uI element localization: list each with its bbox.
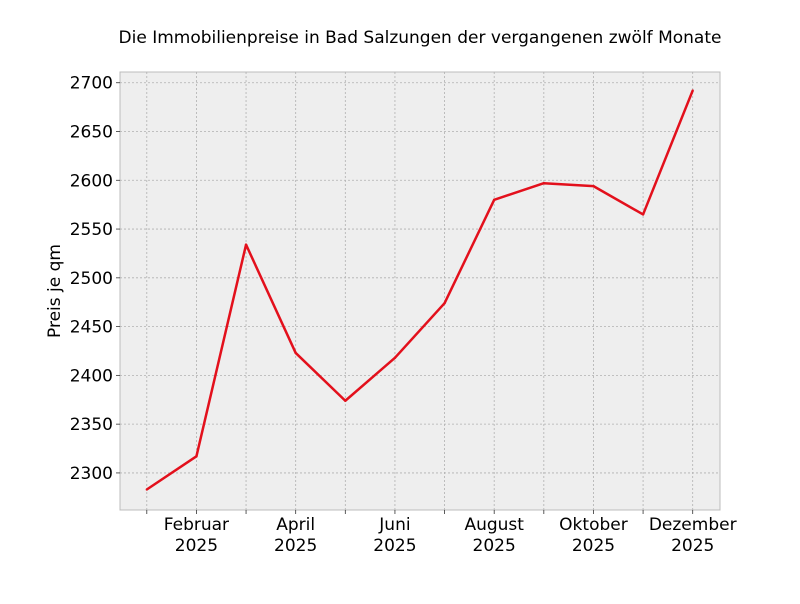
x-tick-label: April <box>276 515 315 535</box>
data-point <box>244 243 248 246</box>
y-tick-label: 2300 <box>70 464 113 484</box>
x-tick-label: Februar <box>164 515 229 535</box>
y-tick-label: 2400 <box>70 366 113 386</box>
x-tick-label-year: 2025 <box>473 536 516 556</box>
y-tick-label: 2350 <box>70 415 113 435</box>
chart-title: Die Immobilienpreise in Bad Salzungen de… <box>119 28 722 48</box>
x-tick-label: Dezember <box>649 515 737 535</box>
data-point <box>195 455 198 458</box>
x-tick-label: Juni <box>378 515 410 535</box>
x-tick-label: Oktober <box>559 515 628 535</box>
series-line <box>146 90 694 491</box>
data-point <box>592 184 595 188</box>
x-tick-label: August <box>464 515 524 535</box>
y-tick-label: 2700 <box>70 74 113 94</box>
data-point <box>145 488 148 491</box>
y-tick-label: 2600 <box>70 171 113 191</box>
x-tick-label-year: 2025 <box>671 536 714 556</box>
y-tick-label: 2500 <box>70 269 113 289</box>
data-point <box>492 198 496 201</box>
y-tick-label: 2450 <box>70 318 113 338</box>
x-tick-label-year: 2025 <box>572 536 615 556</box>
data-point <box>344 399 347 402</box>
data-point <box>641 213 645 216</box>
y-tick-label: 2650 <box>70 123 113 143</box>
y-tick-label: 2550 <box>70 220 113 240</box>
data-point <box>294 351 297 355</box>
data-point <box>691 89 694 92</box>
x-tick-label-year: 2025 <box>175 536 218 556</box>
data-point <box>393 356 397 360</box>
data-point <box>542 182 546 185</box>
data-point <box>443 301 446 305</box>
y-axis-label: Preis je qm <box>45 244 65 338</box>
x-tick-label-year: 2025 <box>274 536 317 556</box>
plot-area <box>119 71 721 511</box>
x-tick-label-year: 2025 <box>373 536 416 556</box>
